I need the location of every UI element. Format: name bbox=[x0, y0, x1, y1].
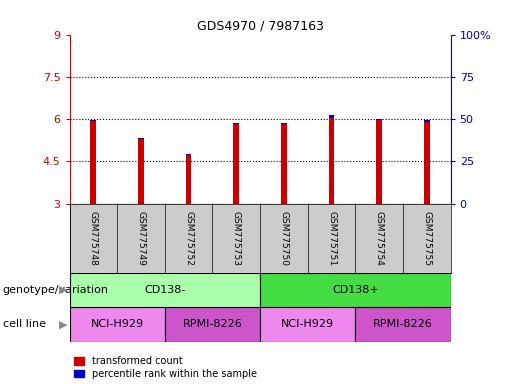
Bar bbox=[424, 121, 430, 204]
Bar bbox=[91, 121, 96, 204]
Text: ▶: ▶ bbox=[59, 285, 68, 295]
Text: RPMI-8226: RPMI-8226 bbox=[373, 319, 433, 329]
Bar bbox=[70, 307, 165, 342]
Bar bbox=[376, 119, 382, 120]
Text: GSM775748: GSM775748 bbox=[89, 211, 98, 265]
Text: NCI-H929: NCI-H929 bbox=[91, 319, 144, 329]
Bar bbox=[260, 307, 355, 342]
Text: RPMI-8226: RPMI-8226 bbox=[182, 319, 243, 329]
Bar bbox=[186, 155, 192, 204]
Bar bbox=[355, 307, 451, 342]
Bar bbox=[281, 123, 287, 124]
Bar bbox=[260, 273, 451, 307]
Bar bbox=[165, 307, 260, 342]
Bar bbox=[329, 115, 334, 118]
Text: GSM775749: GSM775749 bbox=[136, 211, 145, 265]
Text: GSM775753: GSM775753 bbox=[232, 210, 241, 266]
Text: CD138-: CD138- bbox=[144, 285, 185, 295]
Text: genotype/variation: genotype/variation bbox=[3, 285, 109, 295]
Bar bbox=[138, 139, 144, 204]
Text: ▶: ▶ bbox=[59, 319, 68, 329]
Text: GSM775750: GSM775750 bbox=[280, 210, 288, 266]
Text: GSM775752: GSM775752 bbox=[184, 211, 193, 265]
Text: NCI-H929: NCI-H929 bbox=[281, 319, 334, 329]
Bar bbox=[281, 124, 287, 204]
Bar bbox=[91, 120, 96, 121]
Text: cell line: cell line bbox=[3, 319, 45, 329]
Bar bbox=[424, 121, 430, 122]
Bar bbox=[329, 118, 334, 204]
Title: GDS4970 / 7987163: GDS4970 / 7987163 bbox=[197, 19, 323, 32]
Bar bbox=[138, 138, 144, 139]
Text: CD138+: CD138+ bbox=[332, 285, 379, 295]
Bar bbox=[70, 273, 260, 307]
Text: GSM775755: GSM775755 bbox=[422, 210, 431, 266]
Bar bbox=[376, 120, 382, 204]
Bar bbox=[186, 154, 192, 155]
Text: GSM775754: GSM775754 bbox=[375, 211, 384, 265]
Text: GSM775751: GSM775751 bbox=[327, 210, 336, 266]
Bar bbox=[233, 124, 239, 204]
Legend: transformed count, percentile rank within the sample: transformed count, percentile rank withi… bbox=[74, 356, 257, 379]
Bar bbox=[233, 123, 239, 124]
